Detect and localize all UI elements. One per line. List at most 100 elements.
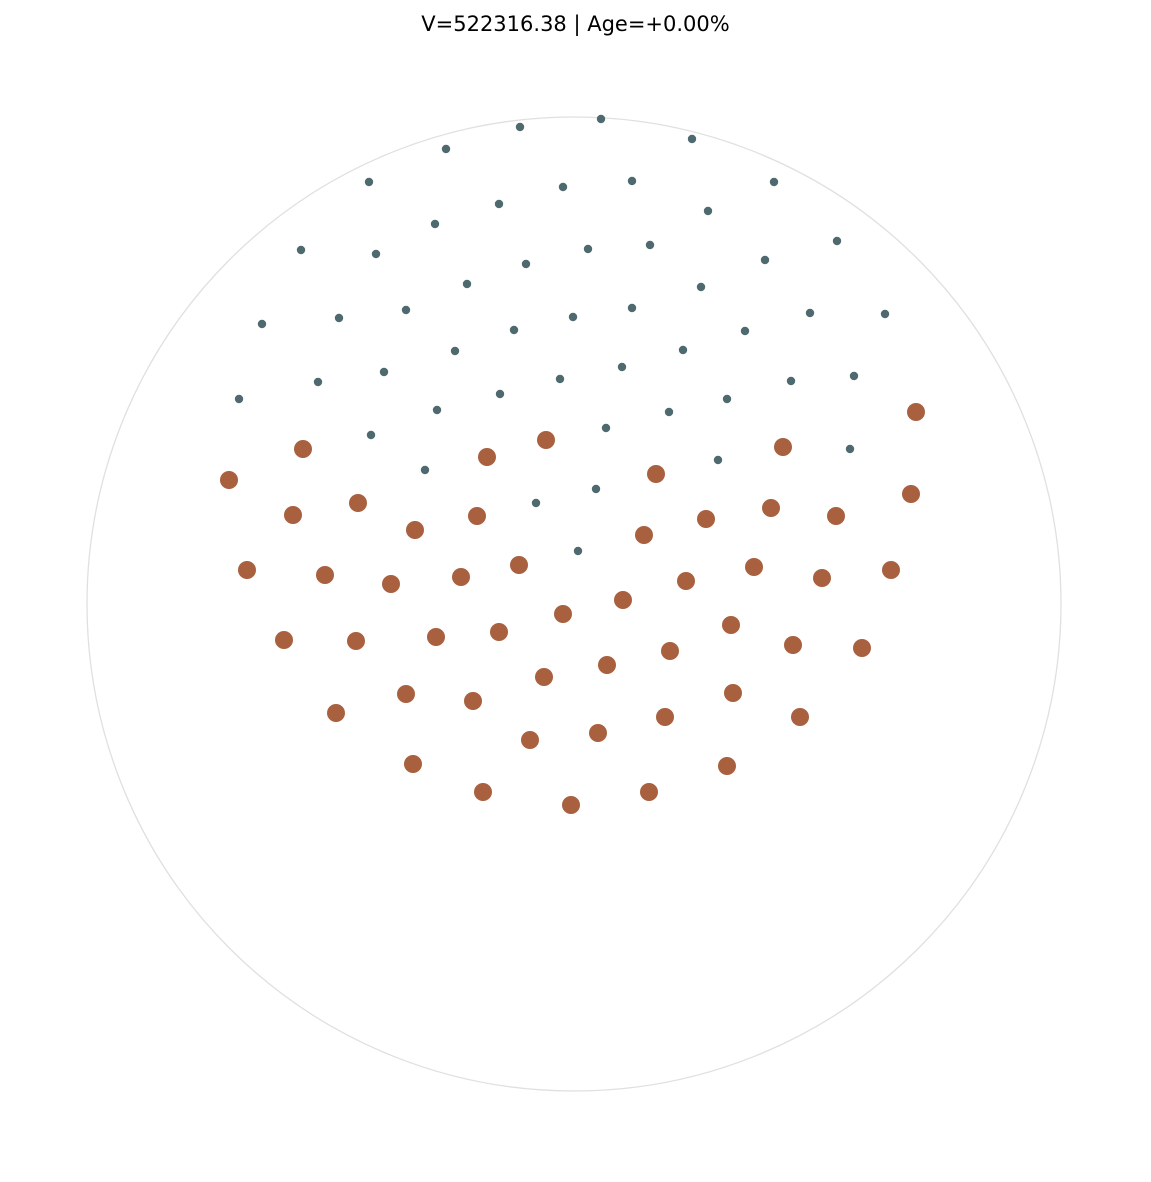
data-point — [664, 407, 674, 417]
data-point — [661, 642, 679, 660]
data-point — [313, 377, 323, 387]
data-point — [573, 546, 583, 556]
boundary-circle — [86, 116, 1062, 1092]
data-point — [598, 656, 616, 674]
data-point — [853, 639, 871, 657]
data-point — [349, 494, 367, 512]
data-point — [452, 568, 470, 586]
data-point — [589, 724, 607, 742]
data-point — [220, 471, 238, 489]
data-point — [697, 510, 715, 528]
data-point — [294, 440, 312, 458]
data-point — [430, 219, 440, 229]
data-point — [740, 326, 750, 336]
data-point — [791, 708, 809, 726]
data-point — [845, 444, 855, 454]
data-point — [703, 206, 713, 216]
data-point — [745, 558, 763, 576]
data-point — [832, 236, 842, 246]
data-point — [464, 692, 482, 710]
data-point — [591, 484, 601, 494]
data-point — [558, 182, 568, 192]
data-point — [645, 240, 655, 250]
data-point — [521, 259, 531, 269]
data-point — [347, 632, 365, 650]
data-point — [849, 371, 859, 381]
data-point — [468, 507, 486, 525]
data-point — [531, 498, 541, 508]
data-point — [554, 605, 572, 623]
data-point — [427, 628, 445, 646]
data-point — [275, 631, 293, 649]
data-point — [401, 305, 411, 315]
data-point — [724, 684, 742, 702]
data-point — [441, 144, 451, 154]
data-point — [614, 591, 632, 609]
data-point — [769, 177, 779, 187]
data-point — [786, 376, 796, 386]
data-point — [596, 114, 606, 124]
data-point — [238, 561, 256, 579]
data-point — [647, 465, 665, 483]
data-point — [432, 405, 442, 415]
data-point — [521, 731, 539, 749]
data-point — [774, 438, 792, 456]
data-point — [555, 374, 565, 384]
data-point — [382, 575, 400, 593]
data-point — [537, 431, 555, 449]
data-point — [420, 465, 430, 475]
data-point — [450, 346, 460, 356]
data-point — [760, 255, 770, 265]
data-point — [495, 389, 505, 399]
data-point — [478, 448, 496, 466]
data-point — [827, 507, 845, 525]
data-point — [568, 312, 578, 322]
data-point — [284, 506, 302, 524]
data-point — [902, 485, 920, 503]
data-point — [882, 561, 900, 579]
data-point — [718, 757, 736, 775]
data-point — [494, 199, 504, 209]
data-point — [397, 685, 415, 703]
data-point — [364, 177, 374, 187]
data-point — [474, 783, 492, 801]
data-point — [462, 279, 472, 289]
data-point — [627, 303, 637, 313]
data-point — [880, 309, 890, 319]
data-point — [535, 668, 553, 686]
chart-title: V=522316.38 | Age=+0.00% — [421, 12, 730, 36]
data-point — [635, 526, 653, 544]
data-point — [907, 403, 925, 421]
data-point — [366, 430, 376, 440]
data-point — [677, 572, 695, 590]
data-point — [316, 566, 334, 584]
data-point — [371, 249, 381, 259]
data-point — [601, 423, 611, 433]
data-point — [257, 319, 267, 329]
data-point — [234, 394, 244, 404]
data-point — [722, 394, 732, 404]
data-point — [813, 569, 831, 587]
boundary-circle-group — [86, 116, 1062, 1092]
data-point — [510, 556, 528, 574]
data-point — [678, 345, 688, 355]
data-point — [406, 521, 424, 539]
data-point — [722, 616, 740, 634]
data-point — [334, 313, 344, 323]
series-small-teal-points-group — [234, 114, 890, 556]
data-point — [784, 636, 802, 654]
data-point — [805, 308, 815, 318]
data-point — [762, 499, 780, 517]
data-point — [404, 755, 422, 773]
data-point — [515, 122, 525, 132]
data-point — [296, 245, 306, 255]
data-point — [617, 362, 627, 372]
data-point — [583, 244, 593, 254]
data-point — [490, 623, 508, 641]
data-point — [627, 176, 637, 186]
data-point — [713, 455, 723, 465]
data-point — [640, 783, 658, 801]
